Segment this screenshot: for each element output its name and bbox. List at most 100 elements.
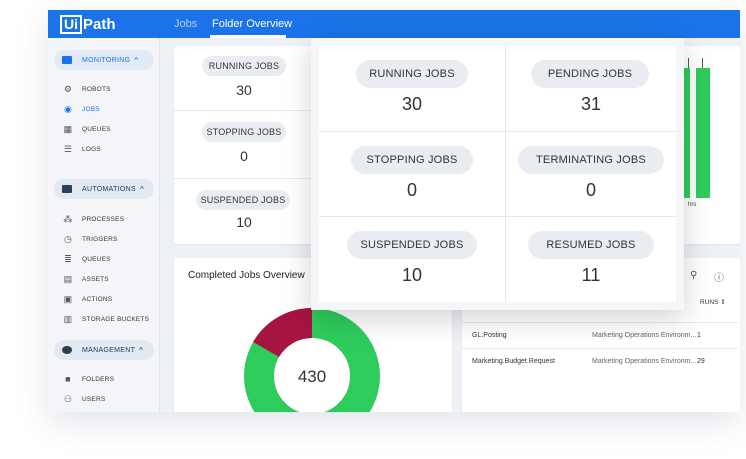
tab-folder-overview[interactable]: Folder Overview xyxy=(212,18,293,30)
job-states-zoom-panel: RUNNING JOBS 30 PENDING JOBS 31 STOPPING… xyxy=(311,38,684,310)
sidebar-section-management[interactable]: MANAGEMENT ^ xyxy=(54,340,154,360)
running-jobs-tile[interactable]: RUNNING JOBS 30 xyxy=(319,46,505,131)
storage-icon: ▥ xyxy=(63,314,73,324)
running-jobs-count: 30 xyxy=(236,82,252,98)
pending-jobs-count: 31 xyxy=(580,94,602,114)
suspended-jobs-count: 10 xyxy=(401,265,423,285)
running-jobs-pill: RUNNING JOBS xyxy=(356,60,468,88)
donut-failed-segment xyxy=(253,308,313,358)
sidebar-item-automation-queues[interactable]: ≣ QUEUES xyxy=(62,254,111,265)
uipath-logo[interactable]: Ui Path xyxy=(60,15,116,34)
chevron-up-icon: ^ xyxy=(134,55,139,65)
logo-ui: Ui xyxy=(60,15,82,34)
sidebar-item-processes[interactable]: ⁂ PROCESSES xyxy=(62,214,124,225)
suspended-jobs-pill: SUSPENDED JOBS xyxy=(347,231,477,259)
section-label: AUTOMATIONS xyxy=(82,185,136,193)
logo-path: Path xyxy=(83,16,116,33)
chevron-up-icon: ^ xyxy=(139,345,144,355)
completed-jobs-title: Completed Jobs Overview xyxy=(188,270,305,281)
sidebar-item-triggers[interactable]: ◷ TRIGGERS xyxy=(62,234,118,245)
stopping-jobs-count: 0 xyxy=(406,180,417,200)
clipboard-icon: ▣ xyxy=(63,294,73,304)
suspended-jobs-tile[interactable]: SUSPENDED JOBS 10 xyxy=(319,217,505,302)
sidebar-item-label: QUEUES xyxy=(82,126,111,133)
stopping-jobs-pill: STOPPING JOBS xyxy=(202,122,286,142)
process-name: Marketing.Budget.Request xyxy=(472,358,555,365)
suspended-jobs-count: 10 xyxy=(236,214,252,230)
sidebar-item-users[interactable]: ⚇ USERS xyxy=(62,394,105,405)
play-circle-icon: ◉ xyxy=(63,104,73,114)
table-row[interactable]: Marketing.Budget.Request Marketing Opera… xyxy=(462,348,738,374)
sidebar-item-actions[interactable]: ▣ ACTIONS xyxy=(62,294,112,305)
section-label: MANAGEMENT xyxy=(82,346,136,354)
divider xyxy=(174,110,324,111)
process-name: GL.Posting xyxy=(472,332,507,339)
donut-total: 430 xyxy=(298,367,326,386)
stopping-jobs-tile[interactable]: STOPPING JOBS 0 xyxy=(319,132,505,216)
sidebar-item-label: TRIGGERS xyxy=(82,236,118,243)
chart-bar xyxy=(696,68,710,198)
table-row[interactable]: GL.Posting Marketing Operations Environm… xyxy=(462,322,738,348)
pending-jobs-pill: PENDING JOBS xyxy=(531,60,649,88)
sidebar-item-label: ROBOTS xyxy=(82,86,111,93)
process-runs: 29 xyxy=(697,358,705,365)
sidebar-item-label: FOLDERS xyxy=(82,375,115,383)
queue-icon: ≣ xyxy=(64,254,72,264)
sidebar-item-label: ACTIONS xyxy=(82,296,113,303)
process-environment: Marketing Operations Environm... xyxy=(592,332,697,339)
sidebar-item-folders[interactable]: ■ FOLDERS xyxy=(62,374,114,384)
hierarchy-icon: ⁂ xyxy=(63,214,73,224)
info-icon[interactable]: ⓘ xyxy=(714,273,724,284)
resumed-jobs-tile[interactable]: RESUMED JOBS 11 xyxy=(506,217,676,302)
robot-icon: ⚙ xyxy=(63,84,73,94)
list-icon: ☰ xyxy=(63,144,73,154)
running-jobs-count: 30 xyxy=(401,94,423,114)
process-environment: Marketing Operations Environm... xyxy=(592,358,697,365)
runs-column-header[interactable]: RUNS ⇕ xyxy=(700,299,726,306)
sidebar-item-label: LOGS xyxy=(82,146,101,153)
chevron-up-icon: ^ xyxy=(140,184,145,194)
sidebar-item-storage-buckets[interactable]: ▥ STORAGE BUCKETS xyxy=(62,314,149,325)
active-tab-indicator xyxy=(210,35,286,38)
users-icon: ⚇ xyxy=(63,394,73,404)
divider xyxy=(319,131,676,132)
clock-icon: ◷ xyxy=(63,234,73,244)
sidebar: MONITORING ^ ⚙ ROBOTS ◉ JOBS ▦ QUEUES ☰ LOGS… xyxy=(48,38,160,412)
folder-icon xyxy=(62,185,72,193)
sidebar-item-label: ASSETS xyxy=(82,276,109,283)
search-icon[interactable]: ⚲ xyxy=(690,270,698,281)
sidebar-item-queues[interactable]: ▦ QUEUES xyxy=(62,124,111,135)
sidebar-item-label: USERS xyxy=(82,396,106,403)
globe-icon xyxy=(62,346,72,354)
sidebar-item-label: STORAGE BUCKETS xyxy=(82,316,150,323)
terminating-jobs-tile[interactable]: TERMINATING JOBS 0 xyxy=(506,132,676,216)
pending-jobs-tile[interactable]: PENDING JOBS 31 xyxy=(506,46,676,131)
completed-jobs-donut: 430 xyxy=(244,308,380,412)
folder-icon xyxy=(62,56,72,64)
sidebar-item-assets[interactable]: ▤ ASSETS xyxy=(62,274,109,285)
section-label: MONITORING xyxy=(82,56,131,64)
sidebar-item-jobs[interactable]: ◉ JOBS xyxy=(62,104,100,115)
asset-icon: ▤ xyxy=(63,274,73,284)
process-runs: 1 xyxy=(697,332,701,339)
chart-icon: ▦ xyxy=(63,124,73,134)
divider xyxy=(319,216,676,217)
suspended-jobs-pill: SUSPENDED JOBS xyxy=(196,190,290,210)
divider xyxy=(505,46,506,302)
running-jobs-pill: RUNNING JOBS xyxy=(202,56,286,76)
sidebar-item-robots[interactable]: ⚙ ROBOTS xyxy=(62,84,111,95)
sidebar-item-label: JOBS xyxy=(82,106,100,113)
sidebar-item-logs[interactable]: ☰ LOGS xyxy=(62,144,101,155)
stopping-jobs-count: 0 xyxy=(240,148,248,164)
top-bar: Ui Path Jobs Folder Overview xyxy=(48,10,740,38)
terminating-jobs-count: 0 xyxy=(585,180,596,200)
sidebar-section-monitoring[interactable]: MONITORING ^ xyxy=(54,50,154,70)
sidebar-item-label: QUEUES xyxy=(82,256,111,263)
resumed-jobs-pill: RESUMED JOBS xyxy=(528,231,654,259)
job-states-card: RUNNING JOBS 30 STOPPING JOBS 0 SUSPENDE… xyxy=(174,46,324,244)
resumed-jobs-count: 11 xyxy=(581,265,601,285)
divider xyxy=(174,178,324,179)
tab-jobs[interactable]: Jobs xyxy=(174,18,198,30)
terminating-jobs-pill: TERMINATING JOBS xyxy=(518,146,664,174)
sidebar-section-automations[interactable]: AUTOMATIONS ^ xyxy=(54,179,154,199)
